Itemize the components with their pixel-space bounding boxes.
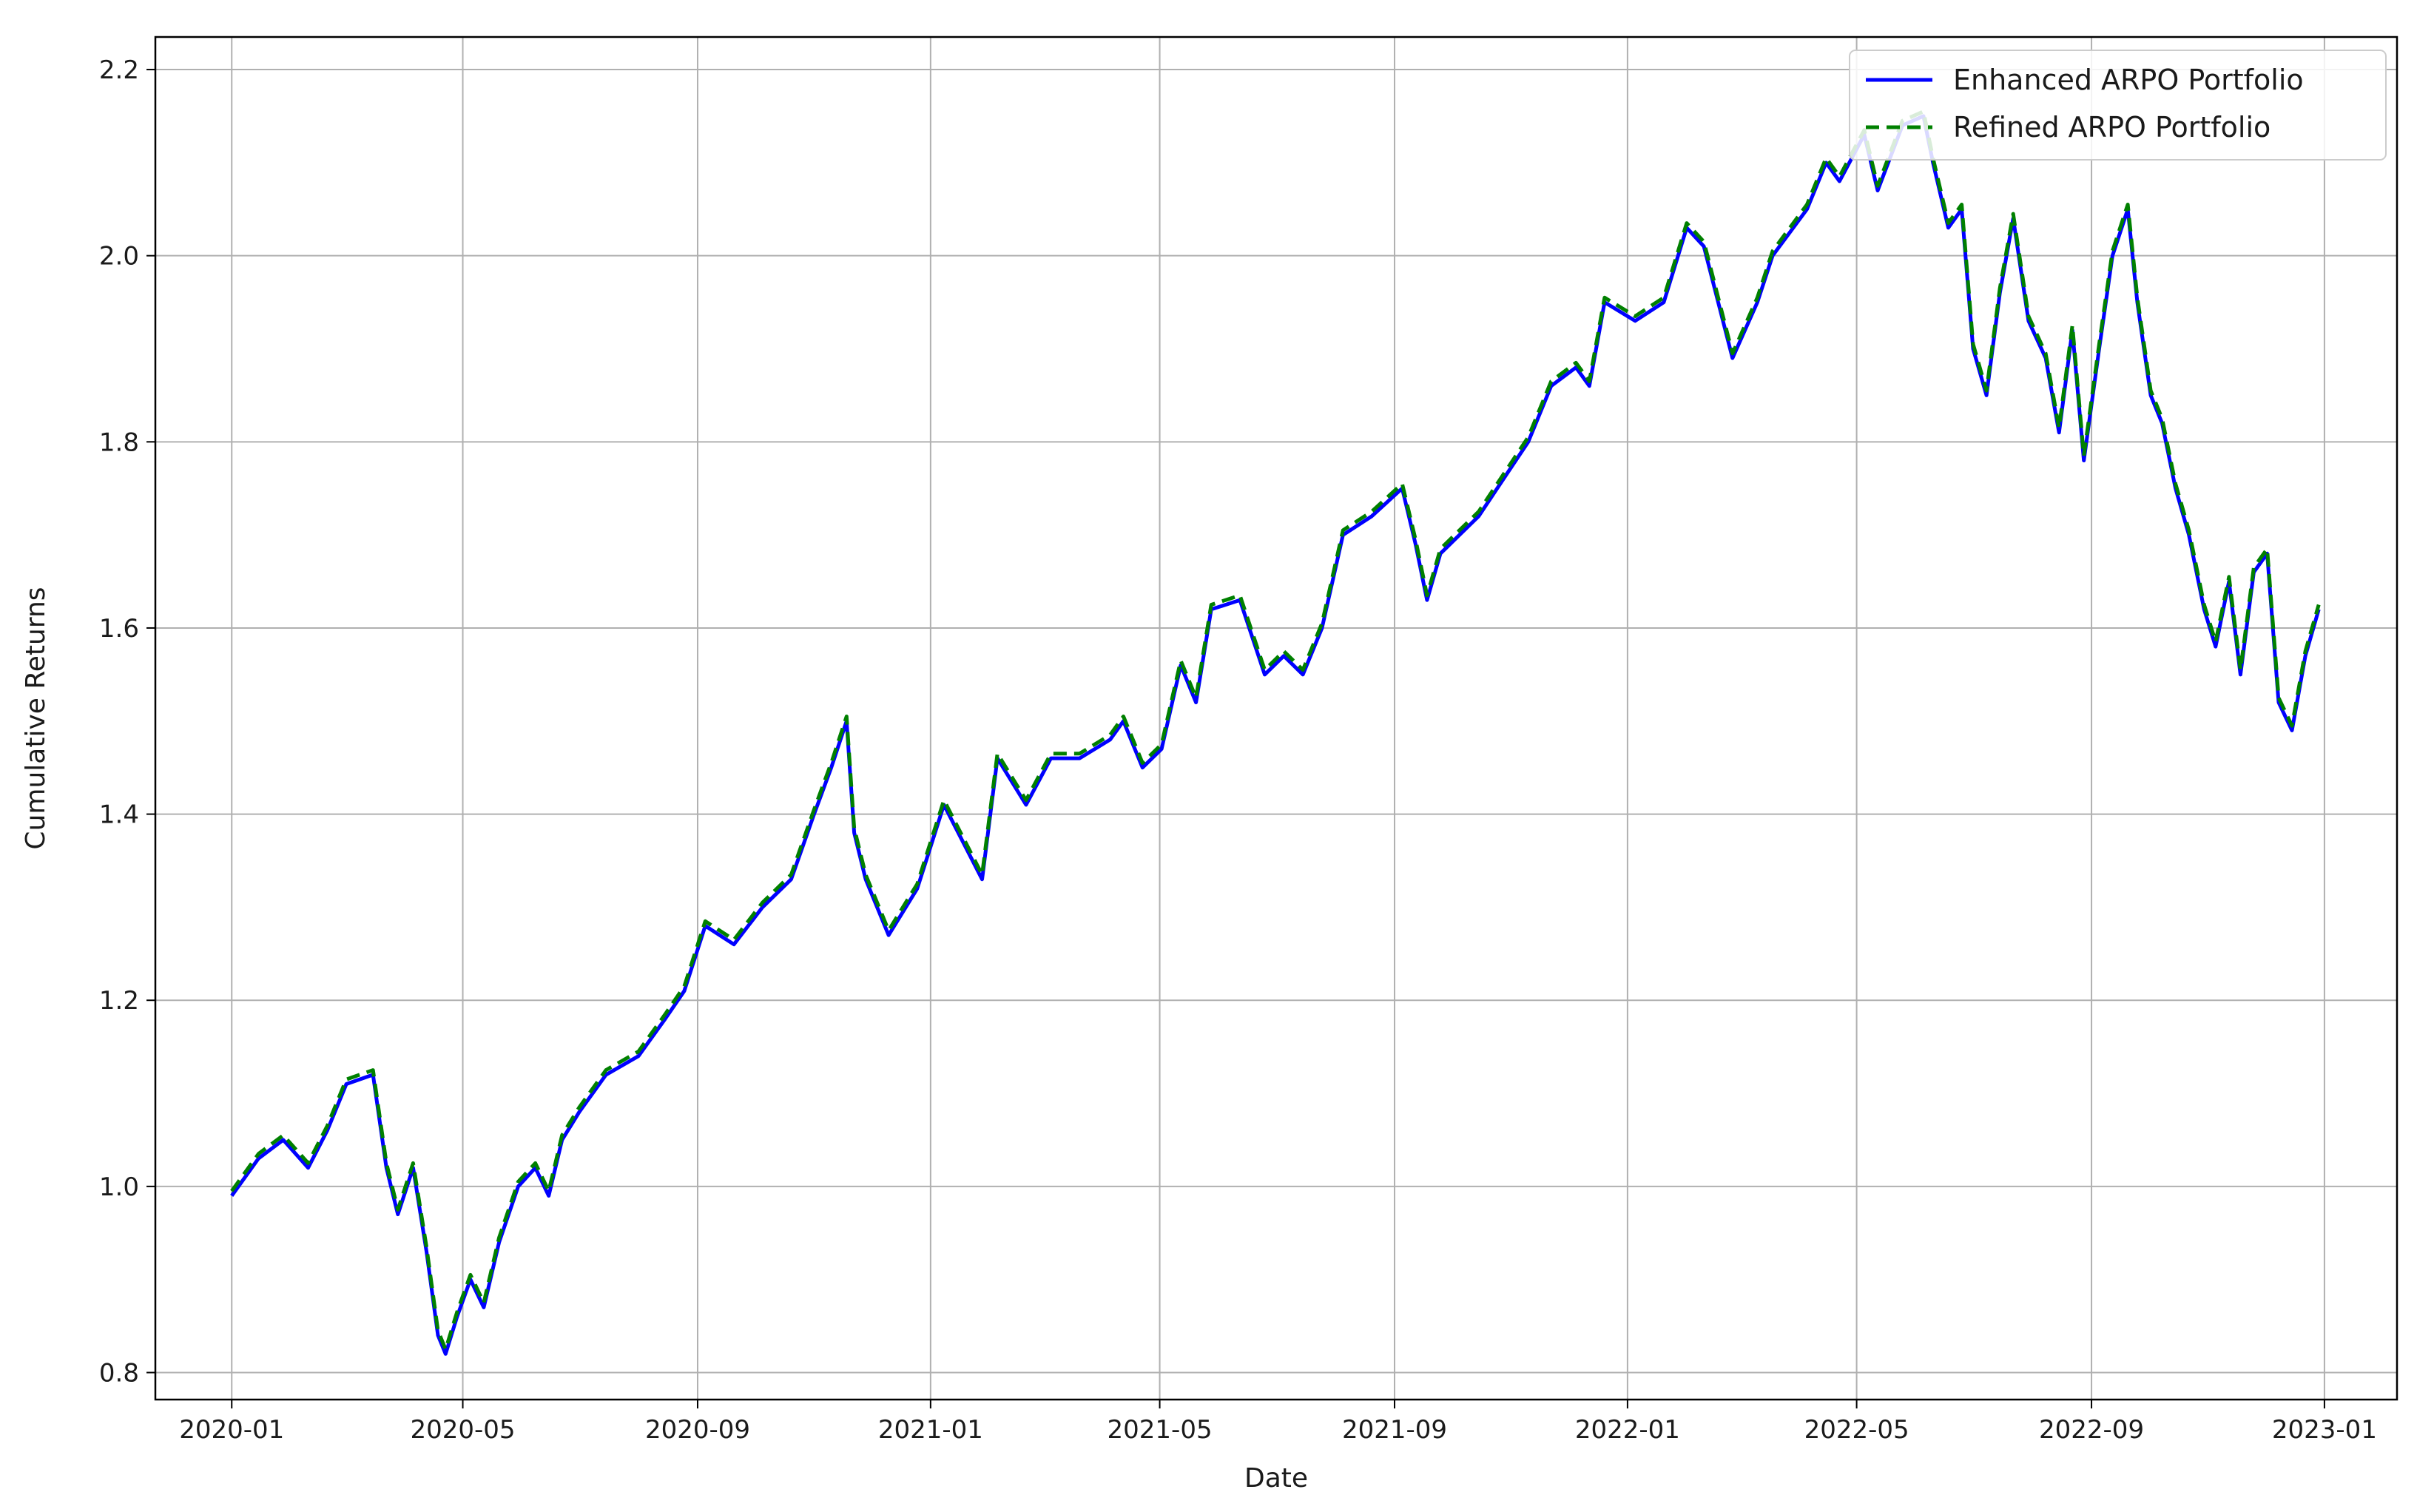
- x-tick-label: 2022-05: [1804, 1415, 1909, 1445]
- grid: [155, 37, 2397, 1400]
- x-axis-label: Date: [1244, 1463, 1308, 1494]
- x-tick-label: 2021-05: [1108, 1415, 1213, 1445]
- x-tick-label: 2020-09: [645, 1415, 750, 1445]
- y-tick-label: 1.6: [99, 614, 139, 644]
- x-tick-label: 2023-01: [2272, 1415, 2377, 1445]
- y-tick-label: 1.8: [99, 428, 139, 457]
- legend-box: [1849, 50, 2387, 161]
- y-tick-label: 1.0: [99, 1172, 139, 1202]
- x-tick-label: 2021-09: [1342, 1415, 1447, 1445]
- x-tick-label: 2022-01: [1575, 1415, 1680, 1445]
- x-tick-label: 2020-05: [410, 1415, 515, 1445]
- x-tick-label: 2022-09: [2039, 1415, 2144, 1445]
- y-tick-label: 0.8: [99, 1359, 139, 1388]
- y-tick-label: 1.2: [99, 986, 139, 1016]
- series-line-1: [230, 109, 2321, 1351]
- legend-entry-refined: Refined ARPO Portfolio: [1953, 111, 2271, 144]
- y-tick-label: 1.4: [99, 800, 139, 830]
- legend-entry-enhanced: Enhanced ARPO Portfolio: [1953, 64, 2304, 96]
- plot-frame: [154, 36, 2398, 1401]
- legend: Enhanced ARPO Portfolio Refined ARPO Por…: [1849, 50, 2387, 161]
- y-tick-label: 2.2: [99, 55, 139, 85]
- y-axis-label: Cumulative Returns: [21, 587, 51, 849]
- y-tick-label: 2.0: [99, 242, 139, 271]
- x-tick-label: 2021-01: [878, 1415, 983, 1445]
- series-group: [230, 109, 2321, 1356]
- ticks: 2020-01 2020-05 2020-09 2021-01 2021-05 2021-…: [99, 55, 2377, 1445]
- series-line-0: [230, 114, 2321, 1356]
- x-tick-label: 2020-01: [179, 1415, 284, 1445]
